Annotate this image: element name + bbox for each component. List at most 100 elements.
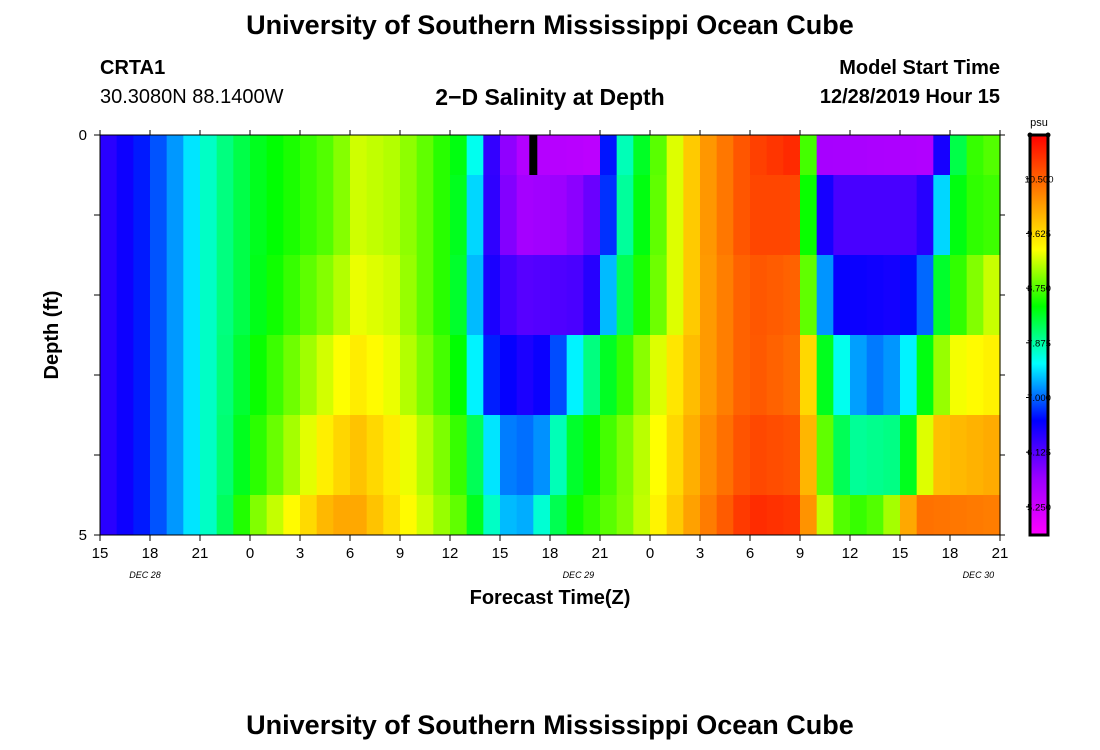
heatmap-cell xyxy=(983,495,1001,535)
colorbar-corner xyxy=(1045,132,1051,138)
heatmap-cell xyxy=(733,135,751,175)
heatmap-cell xyxy=(266,335,284,415)
heatmap-cell xyxy=(966,135,984,175)
heatmap-cell xyxy=(166,135,184,175)
x-tick-label: 0 xyxy=(246,545,254,562)
heatmap-cell xyxy=(433,255,451,335)
heatmap-cell xyxy=(300,335,318,415)
heatmap-cell xyxy=(133,495,151,535)
heatmap-cell xyxy=(250,135,268,175)
colorbar: psu 5.250 6.125 7.000 7.875 8.750 9.625 10.500 xyxy=(1024,117,1054,537)
heatmap-cell xyxy=(650,415,668,495)
heatmap-cell xyxy=(233,335,251,415)
heatmap-cell xyxy=(816,175,834,255)
heatmap-cell xyxy=(516,495,534,535)
heatmap-cell xyxy=(450,495,468,535)
heatmap-cell xyxy=(633,255,651,335)
heatmap-cell xyxy=(883,335,901,415)
colorbar-tick-label: 8.750 xyxy=(1027,284,1051,295)
heatmap-cell xyxy=(900,175,918,255)
heatmap-cell xyxy=(533,255,551,335)
heatmap-cell xyxy=(733,495,751,535)
heatmap-cell xyxy=(416,175,434,255)
heatmap-cell xyxy=(883,495,901,535)
heatmap-cell xyxy=(666,175,684,255)
heatmap-cell xyxy=(316,255,334,335)
heatmap-cell xyxy=(116,335,134,415)
heatmap-cell xyxy=(200,255,218,335)
heatmap-cell xyxy=(183,335,201,415)
heatmap-cell xyxy=(366,135,384,175)
heatmap-cell xyxy=(283,255,301,335)
heatmap-cell xyxy=(183,135,201,175)
heatmap-cell xyxy=(150,415,168,495)
heatmap-cell xyxy=(216,415,234,495)
heatmap-cell xyxy=(283,495,301,535)
heatmap-cell xyxy=(616,335,634,415)
heatmap-cell xyxy=(683,135,701,175)
heatmap-cell xyxy=(700,495,718,535)
heatmap-cell xyxy=(466,135,484,175)
heatmap-cell xyxy=(333,335,351,415)
heatmap-cell xyxy=(833,335,851,415)
x-tick-label: 3 xyxy=(696,545,704,562)
x-tick-label: 12 xyxy=(842,545,859,562)
heatmap-cell xyxy=(966,335,984,415)
heatmap-cell xyxy=(266,255,284,335)
page-title: University of Southern Mississippi Ocean… xyxy=(246,10,854,40)
heatmap-cell xyxy=(650,175,668,255)
heatmap-cell xyxy=(633,335,651,415)
heatmap-cell xyxy=(250,335,268,415)
plot-title: 2−D Salinity at Depth xyxy=(435,84,665,110)
heatmap-cell xyxy=(683,415,701,495)
colorbar-tick-label: 7.875 xyxy=(1027,338,1051,349)
heatmap-cell xyxy=(433,495,451,535)
heatmap-cell xyxy=(983,255,1001,335)
heatmap-cell xyxy=(666,255,684,335)
heatmap-cell xyxy=(100,135,118,175)
heatmap-cell xyxy=(483,415,501,495)
x-tick-label: 18 xyxy=(142,545,159,562)
heatmap-cell xyxy=(116,415,134,495)
heatmap-cell xyxy=(766,175,784,255)
heatmap-cell xyxy=(366,415,384,495)
heatmap-cell xyxy=(483,135,501,175)
heatmap-cell xyxy=(133,415,151,495)
heatmap-cell xyxy=(633,415,651,495)
heatmap-cell xyxy=(216,255,234,335)
heatmap-cell xyxy=(333,495,351,535)
heatmap-cell xyxy=(583,175,601,255)
heatmap-cell xyxy=(100,415,118,495)
heatmap-cell xyxy=(350,495,368,535)
heatmap-cell xyxy=(550,495,568,535)
heatmap-cell xyxy=(383,335,401,415)
heatmap-cell xyxy=(966,495,984,535)
heatmap-cell xyxy=(900,335,918,415)
heatmap-cell xyxy=(366,335,384,415)
x-tick-label: 18 xyxy=(542,545,559,562)
heatmap-cell xyxy=(633,175,651,255)
heatmap-cell xyxy=(200,415,218,495)
y-tick-label: 0 xyxy=(79,127,87,144)
heatmap-cell xyxy=(116,495,134,535)
heatmap-cell xyxy=(300,135,318,175)
heatmap-cell xyxy=(750,415,768,495)
heatmap-cell xyxy=(150,175,168,255)
heatmap-cell xyxy=(816,255,834,335)
heatmap-cell xyxy=(166,255,184,335)
heatmap-cell xyxy=(716,175,734,255)
heatmap-cell xyxy=(383,175,401,255)
heatmap-cell xyxy=(900,255,918,335)
heatmap-cell xyxy=(333,135,351,175)
heatmap-cell xyxy=(483,175,501,255)
heatmap-cell xyxy=(950,495,968,535)
heatmap-cell xyxy=(233,415,251,495)
heatmap-cell xyxy=(983,135,1001,175)
heatmap-cell xyxy=(200,335,218,415)
heatmap-cell xyxy=(183,175,201,255)
heatmap-cell xyxy=(700,135,718,175)
heatmap-cell xyxy=(400,415,418,495)
heatmap-cell xyxy=(533,335,551,415)
heatmap-cell xyxy=(933,175,951,255)
